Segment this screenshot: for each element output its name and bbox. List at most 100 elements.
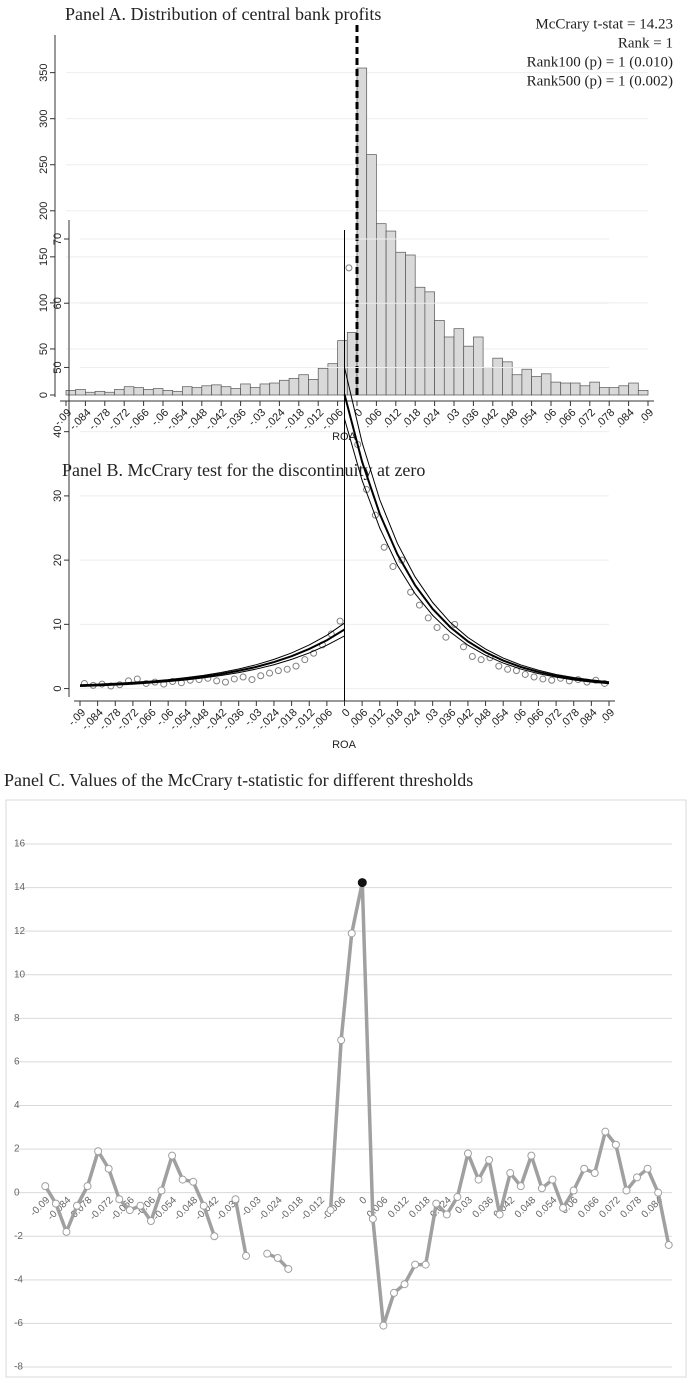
bar: [75, 389, 86, 396]
x-tick-label: .066: [555, 407, 579, 431]
chart-title: Panel B. McCrary test for the discontinu…: [62, 460, 425, 480]
bar: [599, 387, 610, 396]
point: [266, 669, 274, 677]
y-tick-label: 8: [14, 1013, 20, 1024]
bar: [220, 386, 232, 396]
point: [239, 673, 247, 681]
bar: [492, 357, 503, 396]
point: [231, 1195, 240, 1204]
point: [221, 678, 229, 686]
point: [611, 1140, 620, 1149]
line: [43, 880, 671, 1328]
point: [347, 929, 356, 938]
y-tick-label: 16: [14, 839, 26, 850]
point: [94, 1147, 103, 1156]
point: [433, 624, 441, 632]
point: [178, 1175, 187, 1184]
bar: [560, 382, 571, 396]
point: [157, 1186, 166, 1195]
bar: [511, 374, 523, 396]
x-tick-label: .054: [516, 407, 540, 431]
bar: [463, 345, 474, 396]
x-tick-label: -.066: [126, 407, 152, 433]
point: [230, 675, 238, 683]
x-tick-label: .048: [497, 407, 521, 431]
y-tick-label: 300: [38, 110, 50, 128]
point: [474, 1175, 483, 1184]
point: [407, 588, 415, 596]
y-tick-label: -2: [14, 1231, 23, 1242]
point: [468, 652, 476, 660]
x-tick-label: .006: [361, 407, 385, 431]
bar: [540, 373, 552, 396]
point: [301, 656, 309, 664]
y-tick-label: -4: [14, 1274, 23, 1285]
point: [357, 878, 367, 888]
y-tick-label: 200: [38, 202, 50, 220]
y-tick-label: 70: [52, 233, 64, 245]
point: [643, 1164, 652, 1173]
bar: [531, 376, 542, 396]
y-tick-label: 0: [14, 1187, 20, 1198]
x-tick-label: 0.006: [365, 1195, 391, 1221]
bar: [201, 385, 212, 396]
bar: [288, 378, 300, 396]
bar: [308, 378, 319, 396]
x-tick-label: .042: [477, 407, 501, 431]
y-tick-label: 30: [52, 490, 64, 502]
bar: [550, 381, 562, 396]
x-tick-label: 0.078: [619, 1195, 645, 1221]
y-tick-label: 20: [52, 554, 64, 566]
x-tick-label: .012: [380, 407, 404, 431]
bar: [473, 336, 484, 396]
bar: [259, 383, 271, 396]
point: [415, 601, 423, 609]
y-tick-label: 10: [14, 969, 26, 980]
point: [485, 1155, 494, 1164]
point: [622, 1186, 631, 1195]
bar: [94, 390, 106, 396]
annotation: Rank100 (p) = 1 (0.010): [527, 54, 673, 70]
x-tick-label: .024: [400, 707, 424, 731]
bar: [123, 386, 135, 396]
y-tick-label: 14: [14, 882, 26, 893]
y-tick-label: 100: [38, 294, 50, 312]
point: [400, 1280, 409, 1289]
x-tick-label: 0.012: [386, 1195, 412, 1221]
x-tick-label: -.042: [203, 407, 229, 433]
point: [537, 1184, 546, 1193]
point: [548, 1175, 557, 1184]
y-tick-label: 4: [14, 1100, 20, 1111]
point: [633, 1173, 642, 1182]
bar: [366, 154, 377, 396]
point: [453, 1193, 462, 1202]
bar: [85, 391, 96, 396]
point: [654, 1188, 663, 1197]
point: [559, 1203, 568, 1212]
point: [146, 1216, 155, 1225]
point: [283, 665, 291, 673]
point: [168, 1151, 177, 1160]
fit-line: [79, 622, 345, 686]
plot-frame: [5, 799, 687, 1378]
point: [292, 662, 300, 670]
y-tick-label: 0: [38, 392, 50, 398]
y-tick-label: 2: [14, 1144, 20, 1155]
y-tick-label: 60: [52, 297, 64, 309]
x-tick-label: -.054: [164, 407, 190, 433]
point: [345, 264, 353, 272]
point: [83, 1182, 92, 1191]
bar: [317, 367, 329, 396]
x-tick-label: 0.072: [597, 1195, 623, 1221]
point: [590, 1169, 599, 1178]
bar: [279, 379, 290, 396]
y-tick-label: 50: [38, 343, 50, 355]
bar: [570, 382, 581, 396]
bar: [405, 254, 416, 396]
fit-line: [344, 418, 610, 685]
point: [442, 1210, 451, 1219]
x-tick-label: -.048: [184, 407, 210, 433]
x-tick-label: -.006: [320, 407, 346, 433]
y-tick-label: 350: [38, 63, 50, 81]
x-tick-label: 0.066: [576, 1195, 602, 1221]
